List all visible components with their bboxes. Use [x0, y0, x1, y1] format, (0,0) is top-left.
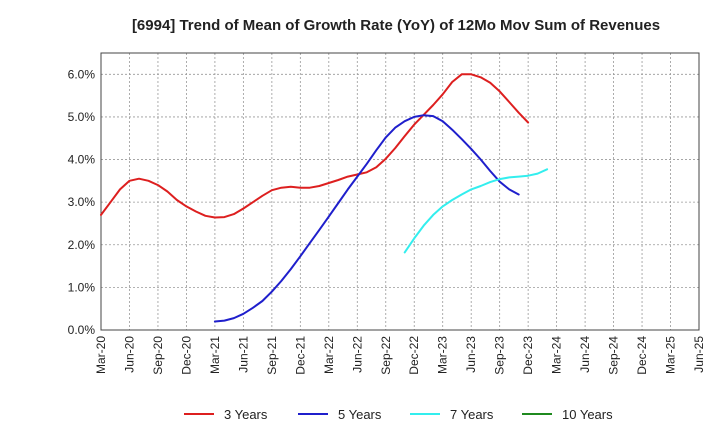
- grid: [101, 53, 699, 330]
- series-line-5-years: [213, 114, 520, 323]
- x-tick-label: Dec-22: [407, 336, 421, 375]
- x-tick-label: Mar-22: [322, 336, 336, 374]
- y-tick-label: 2.0%: [68, 238, 96, 252]
- plot-area: [100, 52, 700, 331]
- x-tick-label: Sep-20: [151, 336, 165, 375]
- y-tick-label: 6.0%: [68, 67, 96, 81]
- x-tick-label: Sep-24: [607, 336, 621, 375]
- y-axis-ticks: 0.0% 1.0% 2.0% 3.0% 4.0% 5.0% 6.0%: [68, 67, 96, 337]
- x-tick-label: Jun-20: [122, 336, 136, 373]
- y-tick-label: 4.0%: [68, 153, 96, 167]
- y-tick-label: 3.0%: [68, 195, 96, 209]
- x-tick-label: Mar-25: [664, 336, 678, 374]
- x-tick-label: Dec-24: [635, 336, 649, 375]
- y-tick-label: 0.0%: [68, 323, 96, 337]
- series-line-7-years: [403, 168, 549, 254]
- x-tick-label: Dec-23: [521, 336, 535, 375]
- legend-label-5-years: 5 Years: [338, 407, 382, 422]
- x-axis-ticks: Mar-20 Jun-20 Sep-20 Dec-20 Mar-21 Jun-21 Sep-…: [94, 336, 706, 375]
- x-tick-label: Dec-20: [179, 336, 193, 375]
- x-tick-label: Dec-21: [293, 336, 307, 375]
- x-tick-label: Jun-25: [692, 336, 706, 373]
- x-tick-label: Jun-21: [236, 336, 250, 373]
- x-tick-label: Sep-23: [493, 336, 507, 375]
- legend: 3 Years 5 Years 7 Years 10 Years: [184, 407, 613, 422]
- x-tick-label: Mar-21: [208, 336, 222, 374]
- x-tick-label: Mar-20: [94, 336, 108, 374]
- x-tick-label: Sep-21: [265, 336, 279, 375]
- x-tick-label: Mar-23: [436, 336, 450, 374]
- chart-title: [6994] Trend of Mean of Growth Rate (YoY…: [132, 17, 660, 34]
- legend-label-3-years: 3 Years: [224, 407, 268, 422]
- y-tick-label: 1.0%: [68, 280, 96, 294]
- y-tick-label: 5.0%: [68, 110, 96, 124]
- x-tick-label: Jun-24: [578, 336, 592, 373]
- series-line-3-years: [100, 73, 530, 219]
- legend-label-7-years: 7 Years: [450, 407, 494, 422]
- x-tick-label: Sep-22: [379, 336, 393, 375]
- x-tick-label: Jun-22: [350, 336, 364, 373]
- series-lines: [100, 73, 549, 323]
- x-tick-label: Mar-24: [550, 336, 564, 374]
- legend-label-10-years: 10 Years: [562, 407, 613, 422]
- x-tick-label: Jun-23: [464, 336, 478, 373]
